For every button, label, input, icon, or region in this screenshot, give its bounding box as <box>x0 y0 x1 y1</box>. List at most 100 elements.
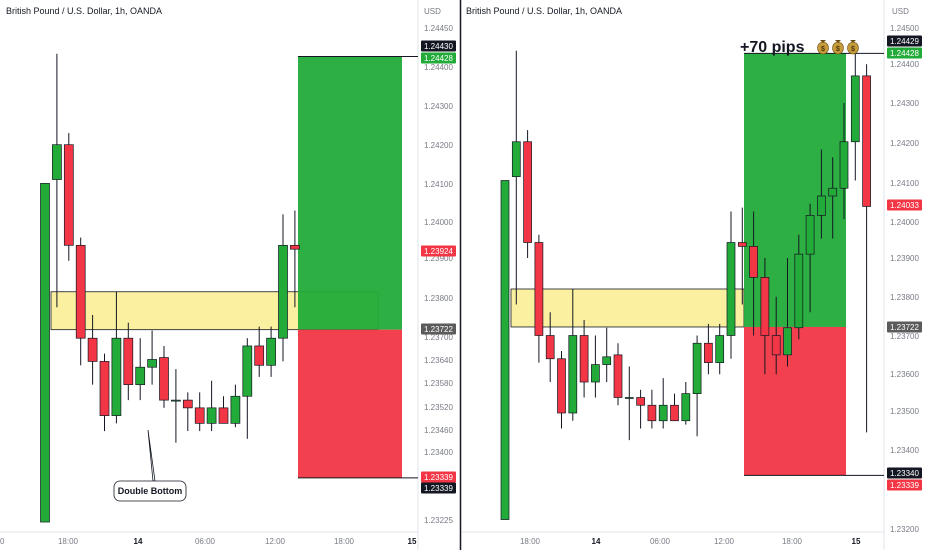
candle-body <box>523 141 532 243</box>
candle-body <box>534 242 544 336</box>
price-tag <box>887 47 922 59</box>
candle-body <box>692 342 702 394</box>
candle-body <box>500 180 510 520</box>
x-tick-label: 18:00 <box>520 537 541 546</box>
price-tag <box>421 245 456 257</box>
y-tick-label: 1.23400 <box>890 446 919 455</box>
candle-body <box>254 345 265 366</box>
y-tick-label: 1.23200 <box>890 525 919 534</box>
candle-body <box>658 404 668 422</box>
y-tick-label: 1.23640 <box>424 356 453 365</box>
candle-body <box>218 407 229 424</box>
y-tick-label: 1.24000 <box>424 218 453 227</box>
candle-body <box>760 277 770 336</box>
price-tag-label: 1.23339 <box>424 473 453 482</box>
price-tag-label: 1.23722 <box>424 325 453 334</box>
x-tick-label: 14 <box>134 537 143 546</box>
money-bag-icon: $ <box>851 46 855 53</box>
x-tick-label: 00 <box>0 537 5 546</box>
candle-body <box>123 337 134 385</box>
x-tick-label: 18:00 <box>334 537 355 546</box>
candle-body <box>862 75 871 207</box>
loss-zone <box>298 329 402 478</box>
candle-body <box>670 404 679 422</box>
y-tick-label: 1.24400 <box>890 60 919 69</box>
candle-body <box>737 242 747 247</box>
candle-body <box>75 244 86 339</box>
candle-body <box>805 215 815 255</box>
candle-body <box>715 335 725 363</box>
currency-label: USD <box>424 7 441 16</box>
candles-group <box>40 53 300 523</box>
right-chart-panel: British Pound / U.S. Dollar, 1h, OANDA U… <box>462 0 922 550</box>
y-tick-label: 1.23580 <box>424 379 453 388</box>
candle-body <box>749 246 758 278</box>
y-tick-label: 1.23500 <box>890 407 919 416</box>
candle-body <box>182 399 193 409</box>
candle-body <box>52 144 62 180</box>
pips-label: +70 pips <box>740 39 805 56</box>
y-tick-label: 1.24100 <box>424 180 453 189</box>
x-tick-label: 18:00 <box>58 537 79 546</box>
price-tag <box>887 199 922 211</box>
candle-body <box>681 393 691 422</box>
candle-body <box>624 397 634 399</box>
x-tick-label: 14 <box>592 537 601 546</box>
y-tick-label: 1.23800 <box>890 293 919 302</box>
candle-body <box>194 407 205 424</box>
chart-header: British Pound / U.S. Dollar, 1h, OANDA <box>466 6 622 16</box>
currency-label: USD <box>892 7 909 16</box>
price-tag-label: 1.24428 <box>890 49 919 58</box>
candle-body <box>206 407 217 424</box>
price-tag-label: 1.24033 <box>890 201 919 210</box>
y-tick-label: 1.24400 <box>424 63 453 72</box>
price-tag-label: 1.24428 <box>424 54 453 63</box>
candle-body <box>40 183 50 523</box>
price-tag <box>887 35 922 47</box>
y-tick-label: 1.24500 <box>890 24 919 33</box>
price-tag-label: 1.24429 <box>890 37 919 46</box>
money-bag-icon <box>850 40 856 43</box>
price-tag-label: 1.23924 <box>424 247 453 256</box>
candle-body <box>771 335 781 356</box>
candle-body <box>63 144 74 246</box>
money-bag-icon <box>820 40 826 43</box>
candle-body <box>704 342 713 363</box>
candle-body <box>511 141 521 177</box>
money-bag-icon: $ <box>821 46 825 53</box>
money-bag-icon: $ <box>817 40 829 55</box>
candle-body <box>278 244 288 339</box>
price-tag <box>421 52 456 64</box>
y-tick-label: 1.23700 <box>890 332 919 341</box>
y-tick-label: 1.24200 <box>890 139 919 148</box>
candle-body <box>266 337 276 366</box>
candle-body <box>850 75 860 143</box>
price-tag-label: 1.23340 <box>890 469 919 478</box>
y-tick-label: 1.24100 <box>890 179 919 188</box>
support-zone <box>510 288 745 328</box>
candle-body <box>159 357 169 401</box>
candle-body <box>87 337 98 362</box>
candle-body <box>591 364 600 383</box>
price-tag <box>421 482 456 494</box>
candle-body <box>545 335 555 360</box>
x-tick-label: 18:00 <box>782 537 803 546</box>
money-bag-icon: $ <box>836 46 840 53</box>
price-tag <box>887 467 922 479</box>
loss-zone <box>744 326 846 476</box>
y-tick-label: 1.24000 <box>890 218 919 227</box>
y-tick-label: 1.24300 <box>890 99 919 108</box>
y-tick-label: 1.23900 <box>890 254 919 263</box>
y-tick-label: 1.24300 <box>424 102 453 111</box>
y-tick-label: 1.23460 <box>424 426 453 435</box>
x-tick-label: 15 <box>852 537 861 546</box>
candle-body <box>111 337 122 416</box>
money-bag-icon <box>835 40 841 43</box>
price-tag <box>887 321 922 333</box>
callout-box <box>113 480 187 502</box>
candle-body <box>135 366 146 385</box>
candles-group <box>500 48 871 520</box>
y-tick-label: 1.23900 <box>424 254 453 263</box>
callout-label: Double Bottom <box>118 486 183 496</box>
